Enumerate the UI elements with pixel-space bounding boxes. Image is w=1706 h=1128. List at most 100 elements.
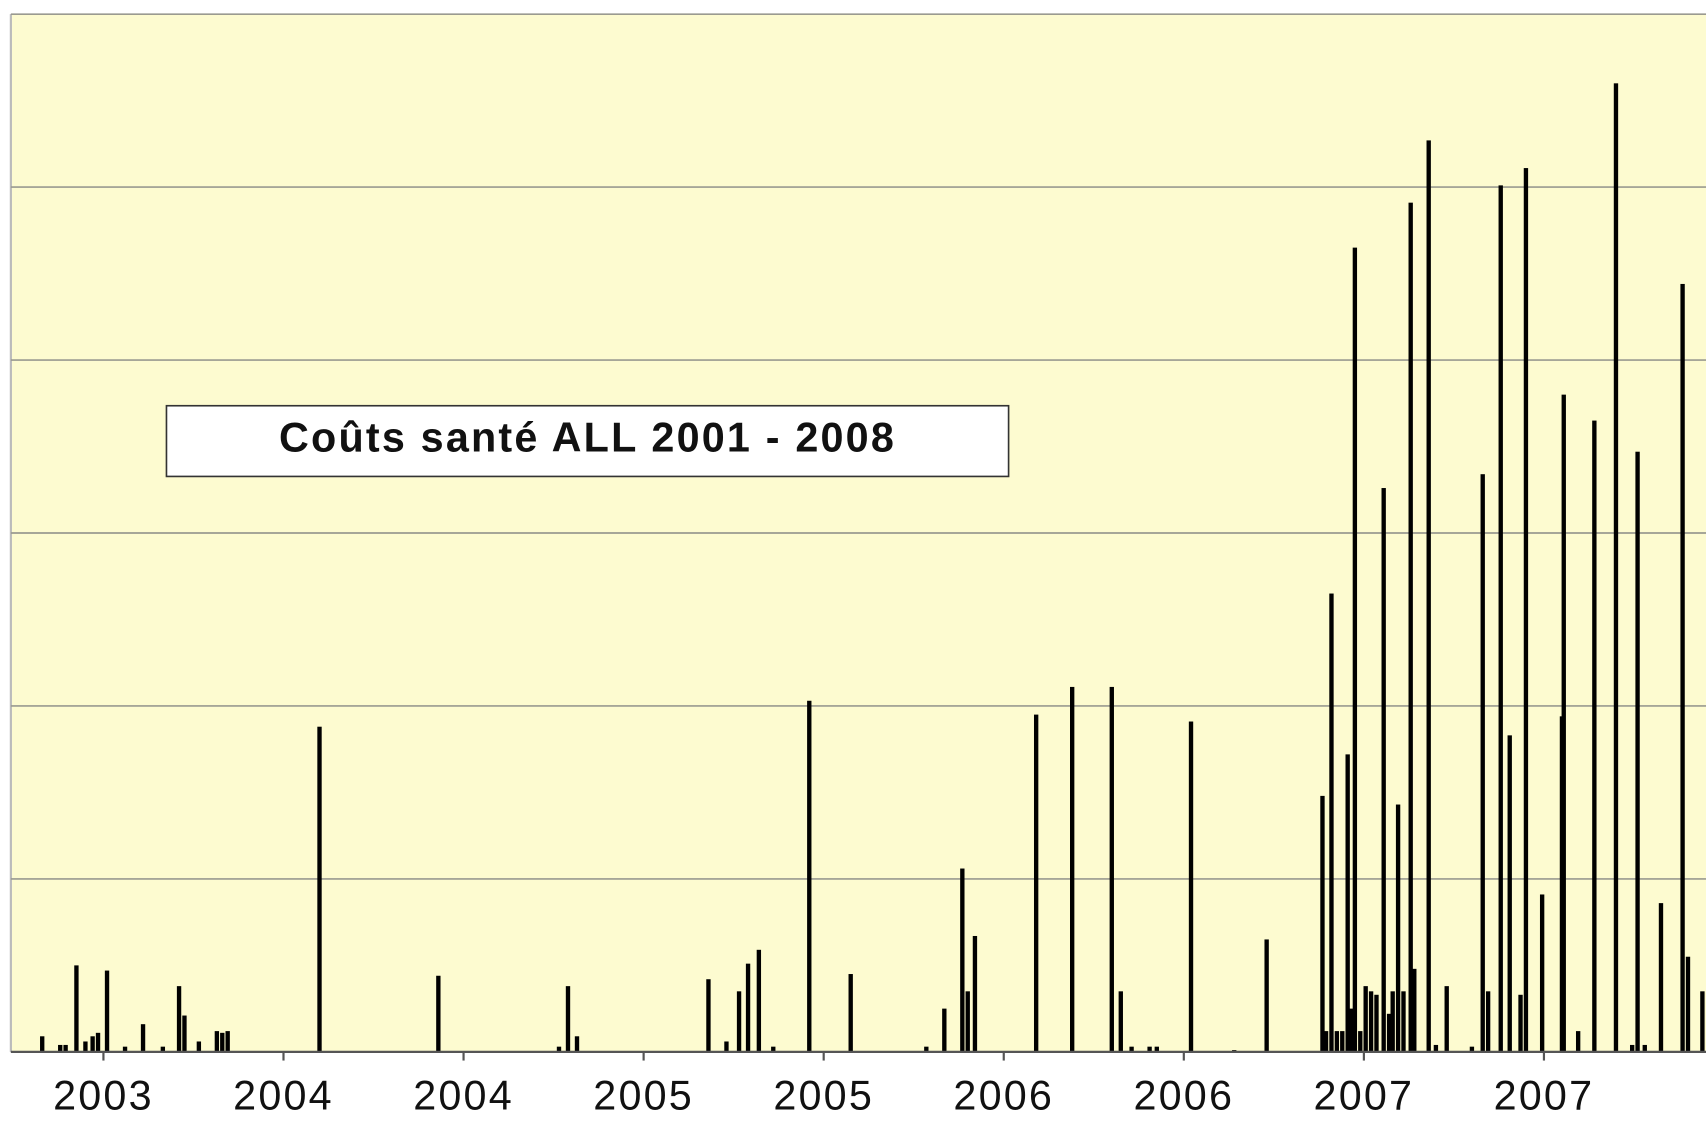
bar [225, 1031, 230, 1052]
bar [1498, 185, 1503, 1052]
bar [1109, 686, 1114, 1052]
bar [1363, 986, 1368, 1052]
bar [1069, 686, 1075, 1052]
bar [1523, 168, 1529, 1052]
bar [1329, 593, 1334, 1052]
x-tick-label: 2006 [953, 1073, 1054, 1119]
bars [40, 83, 1705, 1052]
bar [1129, 1046, 1134, 1052]
x-tick-label: 2007 [1314, 1073, 1415, 1119]
bar [1154, 1046, 1159, 1052]
bar [1685, 956, 1691, 1052]
bar [1320, 795, 1325, 1052]
bar [1358, 1031, 1363, 1052]
bar [176, 986, 182, 1052]
bar [1381, 488, 1386, 1052]
bar [160, 1046, 166, 1052]
bar [220, 1032, 225, 1052]
bar [706, 979, 711, 1052]
chart-title: Coûts santé ALL 2001 - 2008 [279, 414, 896, 460]
bar [807, 700, 812, 1052]
bar [74, 965, 79, 1052]
bar [95, 1032, 101, 1052]
bar [1264, 939, 1269, 1052]
x-tick-label: 2003 [53, 1073, 154, 1119]
title-box: Coûts santé ALL 2001 - 2008 [165, 404, 1010, 478]
bar [1680, 283, 1685, 1052]
bar [1518, 994, 1523, 1052]
bar [1613, 83, 1619, 1052]
bar [756, 949, 762, 1052]
bar [1033, 714, 1039, 1052]
bar [1635, 451, 1640, 1052]
bar [214, 1031, 220, 1052]
bar [1412, 968, 1417, 1052]
bar [83, 1041, 88, 1052]
bar [736, 991, 742, 1052]
bar [1480, 474, 1485, 1052]
bar [924, 1046, 929, 1052]
bar [771, 1046, 776, 1052]
bar [122, 1046, 128, 1052]
bar [196, 1041, 202, 1052]
bar [1374, 994, 1379, 1052]
bar [745, 963, 751, 1052]
bar [1147, 1046, 1152, 1052]
x-tick-label: 2005 [593, 1073, 694, 1119]
bar [1575, 1031, 1581, 1052]
bar [1345, 754, 1350, 1052]
bar [1408, 202, 1413, 1052]
bar [565, 986, 571, 1052]
bar [1539, 894, 1545, 1052]
bar [1642, 1044, 1647, 1052]
bar [1444, 986, 1449, 1052]
x-tick-label: 2007 [1494, 1073, 1595, 1119]
bar [40, 1036, 45, 1052]
x-tick-label: 2005 [773, 1073, 874, 1119]
x-tick-label: 2004 [413, 1073, 514, 1119]
bar [1349, 1008, 1354, 1052]
bar [436, 975, 441, 1052]
bar [1334, 1031, 1340, 1052]
bar [556, 1046, 562, 1052]
bar [848, 974, 853, 1052]
bar [1426, 140, 1431, 1052]
bar [140, 1024, 146, 1052]
bar [90, 1036, 95, 1052]
bar [1352, 247, 1358, 1052]
bar [574, 1036, 580, 1052]
x-axis: 2003 2004 2004 2005 2005 2006 2006 2007 2007 [10, 1050, 1706, 1119]
bar [1592, 420, 1597, 1052]
bar [1433, 1044, 1439, 1052]
bar [1386, 1013, 1392, 1052]
bar [724, 1041, 729, 1052]
bar [63, 1044, 68, 1052]
bar [1188, 721, 1194, 1052]
bar [1561, 394, 1566, 1052]
bar [942, 1008, 947, 1052]
bar [182, 1015, 187, 1052]
bar [1700, 991, 1705, 1052]
bar [1118, 991, 1123, 1052]
bar [1507, 735, 1512, 1052]
bar [1658, 903, 1664, 1052]
bar [1469, 1046, 1475, 1052]
bar [1390, 991, 1395, 1052]
bar [1485, 991, 1491, 1052]
bar [104, 970, 110, 1052]
x-tick-label: 2004 [233, 1073, 334, 1119]
title-frame [165, 404, 1010, 478]
bar [317, 726, 322, 1052]
bar [972, 935, 978, 1052]
x-tick-label: 2006 [1133, 1073, 1234, 1119]
bar [1368, 991, 1374, 1052]
bar [960, 868, 965, 1052]
bar [1401, 991, 1406, 1052]
bar [58, 1044, 63, 1052]
bar [965, 991, 970, 1052]
bar [1323, 1031, 1329, 1052]
bar [1629, 1044, 1635, 1052]
bar [1395, 804, 1401, 1052]
